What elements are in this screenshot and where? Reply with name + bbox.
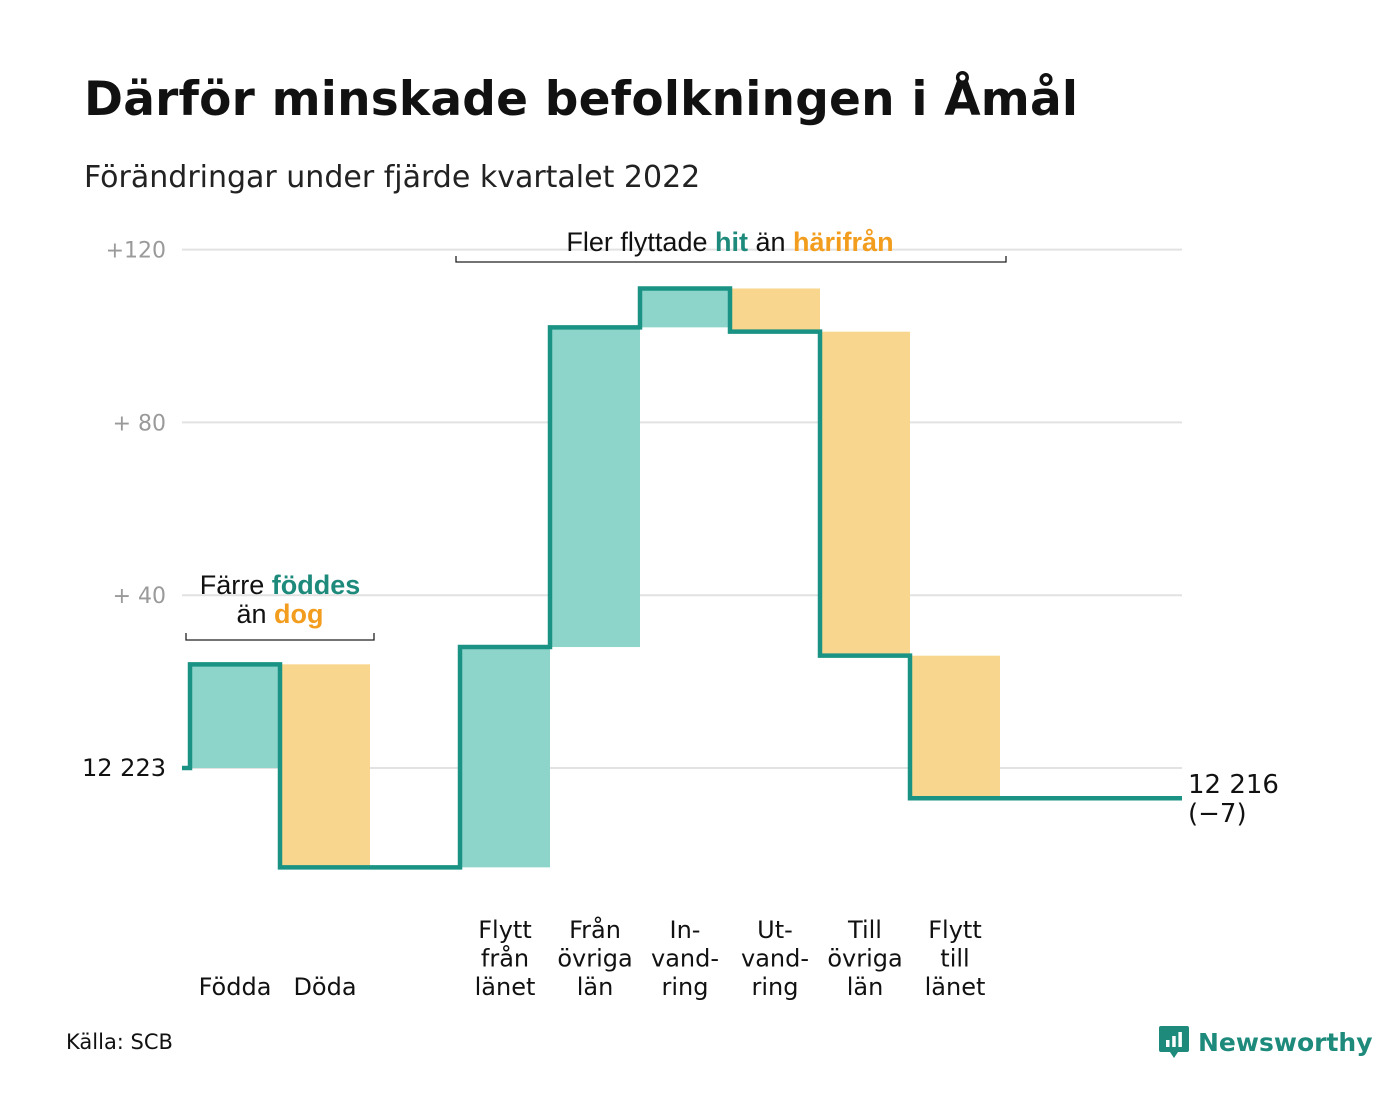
x-category-label: övriga [827, 945, 902, 973]
annotation-orange-part: härifrån [793, 227, 894, 257]
y-tick-label: +120 [106, 239, 166, 264]
bar-födda [190, 664, 280, 768]
end-value-label: 12 216 [1188, 770, 1279, 800]
annotation-plain-part: än [748, 227, 793, 257]
x-category-label: Ut- [757, 916, 793, 944]
x-category-label: till [940, 945, 969, 973]
y-tick-label: + 80 [113, 411, 166, 436]
bar-döda [280, 664, 370, 868]
newsworthy-logo-icon [1159, 1026, 1189, 1058]
annotation-bracket-births-deaths [185, 633, 375, 641]
bar-in--vand--ring [640, 288, 730, 328]
x-category-label: från [481, 944, 529, 973]
x-category-label: ring [752, 973, 799, 1001]
chart-subtitle: Förändringar under fjärde kvartalet 2022 [84, 160, 701, 195]
bar-flytt-från-länet [460, 647, 550, 868]
brand-name: Newsworthy [1198, 1027, 1373, 1057]
x-category-label: övriga [557, 945, 632, 973]
x-category-label: länet [925, 973, 986, 1001]
y-tick-label: + 40 [113, 584, 166, 609]
x-category-label: Från [569, 915, 621, 944]
annotation-bracket-migration [455, 256, 1007, 263]
x-category-label: ring [662, 973, 709, 1001]
source-note: Källa: SCB [66, 1030, 173, 1054]
annotation-teal-part: föddes [272, 570, 361, 600]
x-category-label: Flytt [478, 916, 532, 944]
chart-title: Därför minskade befolkningen i Åmål [84, 72, 1079, 127]
annotation-migration: Fler flyttade hit än härifrån [566, 227, 893, 257]
bar-flytt-till-länet [910, 655, 1000, 799]
x-category-label: Födda [199, 973, 272, 1001]
x-category-label: vand- [741, 945, 809, 973]
x-category-label: vand- [651, 945, 719, 973]
start-value-label: 12 223 [82, 754, 166, 782]
annotation-orange-part: dog [274, 599, 323, 629]
annotation-births-deaths-line1: Färre föddes [200, 570, 361, 600]
x-category-label: Flytt [928, 916, 982, 944]
end-change-label: (−7) [1188, 799, 1247, 829]
x-category-label: Till [847, 916, 882, 944]
annotation-plain-part: Färre [200, 570, 272, 600]
bar-från-övriga-län [550, 327, 640, 648]
x-category-label: Döda [293, 973, 356, 1001]
brand-logo: Newsworthy [1158, 1024, 1373, 1060]
annotation-plain-part: än [236, 599, 274, 629]
annotation-plain-part: Fler flyttade [566, 227, 715, 257]
bar-ut--vand--ring [730, 288, 820, 332]
x-category-label: länet [475, 973, 536, 1001]
annotation-births-deaths-line2: än dog [236, 599, 323, 629]
x-category-label: In- [670, 916, 701, 944]
cumulative-step-line [182, 286, 1182, 870]
x-category-label: län [847, 973, 884, 1001]
bar-till-övriga-län [820, 331, 910, 656]
annotation-teal-part: hit [715, 227, 748, 257]
x-category-label: län [577, 973, 614, 1001]
